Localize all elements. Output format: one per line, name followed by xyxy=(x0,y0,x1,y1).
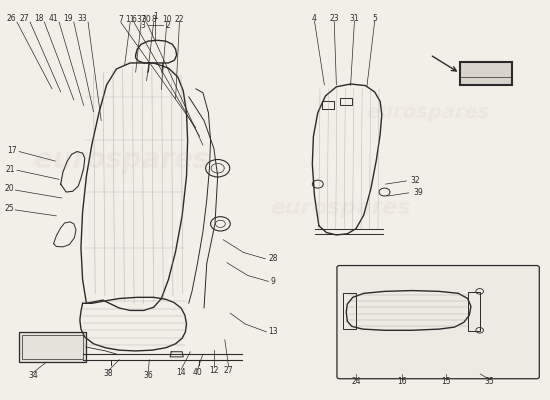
Text: 36: 36 xyxy=(144,371,153,380)
Text: 41: 41 xyxy=(49,14,58,22)
Text: 39: 39 xyxy=(413,188,423,197)
FancyBboxPatch shape xyxy=(460,62,512,85)
Text: 40: 40 xyxy=(192,368,202,377)
Text: 35: 35 xyxy=(485,378,494,386)
Text: 22: 22 xyxy=(175,15,184,24)
Text: 16: 16 xyxy=(397,378,407,386)
Text: 37: 37 xyxy=(136,15,146,24)
Text: eurospares: eurospares xyxy=(271,198,411,218)
Text: 33: 33 xyxy=(78,14,87,22)
Text: 24: 24 xyxy=(351,378,361,386)
Text: 17: 17 xyxy=(7,146,17,155)
Text: 8: 8 xyxy=(151,15,156,24)
Text: 21: 21 xyxy=(6,164,15,174)
Text: 11: 11 xyxy=(125,15,135,24)
Text: 23: 23 xyxy=(329,14,339,22)
Text: 19: 19 xyxy=(64,14,73,22)
Text: 10: 10 xyxy=(162,15,172,24)
Text: 5: 5 xyxy=(372,14,377,22)
Text: 3: 3 xyxy=(140,21,145,30)
Text: 26: 26 xyxy=(7,14,16,22)
Text: 15: 15 xyxy=(441,378,450,386)
Text: eurospares: eurospares xyxy=(34,146,210,174)
Text: 2: 2 xyxy=(166,21,170,30)
Text: 32: 32 xyxy=(411,176,420,186)
Text: 18: 18 xyxy=(34,14,43,22)
Text: 34: 34 xyxy=(29,371,38,380)
Text: 9: 9 xyxy=(271,277,276,286)
Text: 14: 14 xyxy=(176,368,186,377)
FancyBboxPatch shape xyxy=(19,332,86,362)
Text: 31: 31 xyxy=(350,14,359,22)
Text: 20: 20 xyxy=(4,184,14,193)
Text: 28: 28 xyxy=(268,254,278,263)
Text: 6: 6 xyxy=(131,15,136,24)
Text: 38: 38 xyxy=(103,370,113,378)
FancyBboxPatch shape xyxy=(337,266,540,379)
Text: 25: 25 xyxy=(4,204,14,213)
Text: 30: 30 xyxy=(142,15,151,24)
Text: 27: 27 xyxy=(224,366,233,374)
Text: 27: 27 xyxy=(20,14,29,22)
Text: 12: 12 xyxy=(209,366,218,374)
Text: 7: 7 xyxy=(118,15,123,24)
Text: 13: 13 xyxy=(268,327,278,336)
Text: 1: 1 xyxy=(153,12,158,20)
Text: 4: 4 xyxy=(312,14,317,22)
Text: eurospares: eurospares xyxy=(367,103,490,122)
